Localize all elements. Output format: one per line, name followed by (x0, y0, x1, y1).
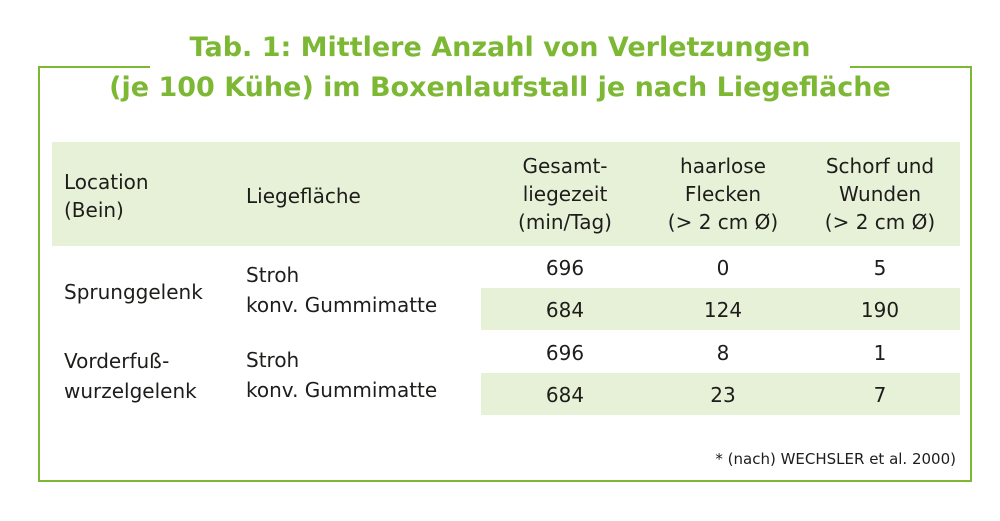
header-wunden-line2: Wunden (838, 182, 922, 206)
title-line-2: (je 100 Kühe) im Boxenlaufstall je nach … (109, 72, 891, 103)
row1-liegezeit: 696 (545, 256, 585, 280)
header-flecken: haarlose Flecken (> 2 cm Ø) (648, 152, 798, 236)
header-wunden-line3: (> 2 cm Ø) (824, 210, 936, 234)
row3-wunden: 1 (873, 341, 887, 365)
header-liegezeit-line2: liegezeit (522, 182, 608, 206)
row-location-line2: wurzelgelenk (64, 379, 197, 403)
row2-flecken: 124 (703, 298, 743, 322)
header-band (52, 142, 960, 246)
row1-flecken: 0 (716, 256, 730, 280)
title-line-1: Tab. 1: Mittlere Anzahl von Verletzungen (189, 32, 811, 63)
row-band-2 (481, 288, 960, 330)
row4-liegeflaeche: konv. Gummimatte (246, 378, 438, 402)
header-location: Location (Bein) (64, 168, 149, 224)
row3-flecken: 8 (716, 341, 730, 365)
header-flecken-line3: (> 2 cm Ø) (667, 210, 779, 234)
header-flecken-line1: haarlose (680, 154, 766, 178)
header-flecken-line2: Flecken (684, 182, 762, 206)
row4-flecken: 23 (710, 383, 736, 407)
footnote: * (nach) WECHSLER et al. 2000) (715, 450, 956, 468)
row2-liegeflaeche: konv. Gummimatte (246, 293, 438, 317)
row-band-4 (481, 373, 960, 415)
header-wunden-line1: Schorf und (825, 154, 935, 178)
row4-liegezeit: 684 (545, 383, 585, 407)
row-location-sprunggelenk: Sprunggelenk (64, 280, 203, 304)
table-title: Tab. 1: Mittlere Anzahl von Verletzungen… (0, 28, 1000, 108)
title-backdrop (150, 56, 850, 108)
row4-wunden: 7 (873, 383, 887, 407)
header-location-line2: (Bein) (64, 198, 124, 222)
header-location-line1: Location (64, 170, 149, 194)
row3-liegezeit: 696 (545, 341, 585, 365)
header-liegezeit-line3: (min/Tag) (518, 210, 612, 234)
row3-liegeflaeche: Stroh (246, 348, 300, 372)
row-location-vorderfusswurzelgelenk: Vorderfuß- wurzelgelenk (64, 348, 197, 404)
row1-liegeflaeche: Stroh (246, 263, 300, 287)
row2-wunden: 190 (860, 298, 900, 322)
header-liegezeit-line1: Gesamt- (522, 154, 608, 178)
row-location-line1: Vorderfuß- (64, 349, 170, 373)
header-liegeflaeche: Liegefläche (246, 184, 361, 208)
row1-wunden: 5 (873, 256, 887, 280)
header-liegezeit: Gesamt- liegezeit (min/Tag) (490, 152, 640, 236)
header-wunden: Schorf und Wunden (> 2 cm Ø) (800, 152, 960, 236)
row2-liegezeit: 684 (545, 298, 585, 322)
